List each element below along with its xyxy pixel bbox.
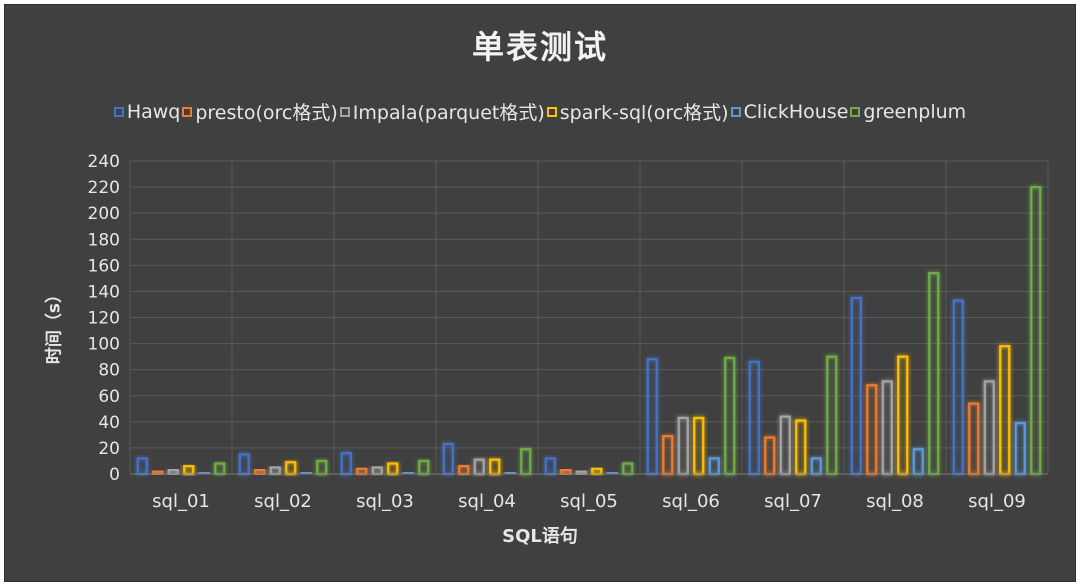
bar: [866, 384, 878, 476]
x-tick-label: sql_02: [254, 491, 312, 512]
y-tick-label: 140: [88, 282, 120, 302]
bar: [458, 465, 470, 476]
bar: [387, 462, 399, 476]
y-tick-label: 240: [88, 152, 120, 172]
y-tick-label: 0: [109, 465, 120, 485]
x-tick-label: sql_08: [866, 491, 924, 512]
bar: [968, 402, 980, 476]
x-tick-label: sql_03: [356, 491, 414, 512]
bar: [136, 457, 148, 476]
legend-label: ClickHouse: [743, 100, 849, 123]
bar: [646, 358, 658, 476]
legend-item: ClickHouse: [730, 100, 849, 123]
bar: [316, 459, 328, 476]
bar: [912, 448, 924, 476]
bar: [418, 459, 430, 476]
bar: [826, 355, 838, 476]
bar: [473, 458, 485, 476]
chart-title: 单表测试: [471, 28, 608, 66]
bar: [999, 345, 1011, 476]
legend-swatch: [730, 106, 741, 117]
x-axis-label: SQL语句: [502, 526, 578, 547]
y-tick-label: 180: [88, 230, 120, 250]
chart-frame: [4, 4, 1076, 582]
x-tick-label: sql_07: [764, 491, 822, 512]
legend-item: greenplum: [850, 101, 966, 123]
bar: [520, 448, 532, 476]
bar: [591, 467, 603, 476]
bar: [356, 467, 368, 476]
bar: [708, 457, 720, 476]
bar: [340, 452, 352, 476]
y-tick-label: 220: [88, 178, 120, 198]
legend-swatch: [113, 106, 124, 117]
bar: [489, 458, 501, 476]
bar: [544, 457, 556, 476]
bar: [662, 435, 674, 476]
bar: [167, 468, 179, 476]
bar: [269, 466, 281, 476]
bar: [779, 415, 791, 476]
y-tick-label: 80: [98, 361, 120, 381]
legend-item: spark-sql(orc格式): [546, 98, 729, 125]
bar: [693, 416, 705, 476]
legend-swatch: [339, 106, 350, 117]
bar: [748, 360, 760, 476]
x-tick-label: sql_01: [152, 491, 210, 512]
x-tick-label: sql_04: [458, 491, 516, 512]
bar: [1014, 422, 1026, 476]
legend-item: presto(orc格式): [182, 98, 338, 125]
legend-label: spark-sql(orc格式): [559, 102, 729, 124]
y-tick-label: 160: [88, 256, 120, 276]
y-tick-label: 60: [98, 387, 120, 407]
x-tick-label: sql_06: [662, 491, 720, 512]
legend-item: Hawq: [113, 100, 181, 123]
bar: [238, 453, 250, 476]
legend-swatch: [182, 106, 193, 117]
bar: [897, 355, 909, 476]
bar: [677, 416, 689, 476]
x-tick-label: sql_09: [968, 491, 1026, 512]
bar: [214, 462, 226, 476]
x-tick-label: sql_05: [560, 491, 618, 512]
legend-swatch: [546, 106, 557, 117]
legend-swatch: [850, 106, 861, 117]
y-tick-label: 200: [88, 204, 120, 224]
legend-label: presto(orc格式): [195, 102, 338, 124]
chart-legend: Hawq presto(orc格式) Impala(parquet格式) spark-…: [40, 98, 1040, 125]
bar: [810, 457, 822, 476]
bar: [254, 468, 266, 476]
legend-item: Impala(parquet格式): [339, 98, 545, 125]
bar: [724, 356, 736, 476]
legend-label: Hawq: [126, 100, 181, 123]
bar: [371, 466, 383, 476]
bar: [285, 461, 297, 476]
bar: [560, 468, 572, 476]
legend-label: greenplum: [863, 100, 967, 123]
bar: [622, 462, 634, 476]
y-tick-label: 20: [98, 439, 120, 459]
bar: [764, 436, 776, 476]
y-tick-label: 100: [88, 335, 120, 355]
bar: [442, 442, 454, 476]
bar: [1030, 185, 1042, 476]
bar: [928, 272, 940, 476]
legend-label: Impala(parquet格式): [352, 102, 545, 124]
bar: [795, 419, 807, 476]
bar: [183, 465, 195, 476]
y-tick-label: 40: [98, 413, 120, 433]
y-tick-label: 120: [88, 309, 120, 329]
